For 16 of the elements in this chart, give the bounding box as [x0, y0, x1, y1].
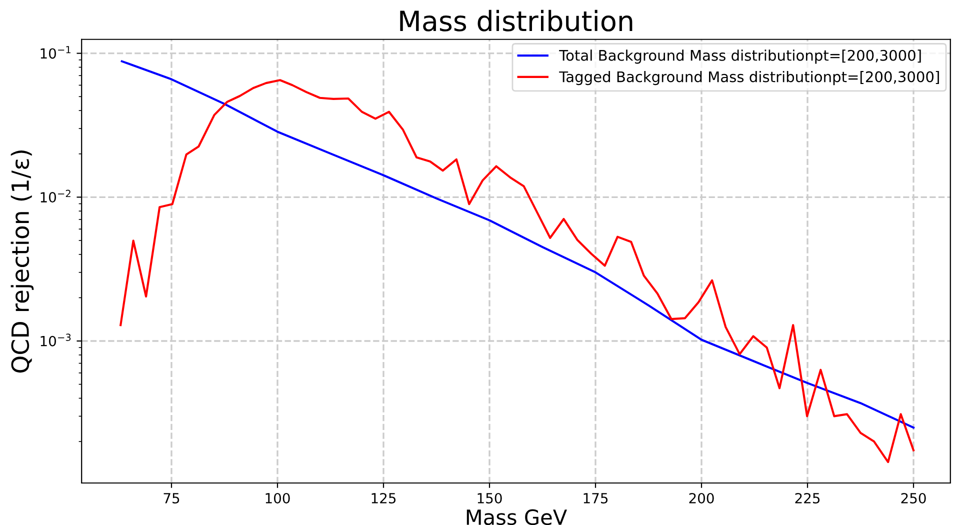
y-tick-label: 10$^{−3}$ [40, 334, 71, 346]
y-axis-title: QCD rejection (1/ε) [10, 150, 34, 373]
x-tick-label: 175 [584, 493, 608, 504]
x-tick-label: 150 [478, 492, 502, 504]
x-tick-label: 75 [164, 493, 180, 504]
chart-title: Mass distribution [400, 10, 632, 32]
y-tick-label: 10$^{−1}$ [40, 46, 70, 59]
x-tick-label: 225 [795, 492, 820, 504]
x-tick-label: 250 [901, 492, 926, 504]
legend-label: Tagged Background Mass distributionpt=[200,3000] [559, 70, 939, 86]
x-tick-label: 200 [689, 492, 714, 504]
x-axis-title: Mass GeV [466, 509, 567, 525]
x-tick-label: 100 [266, 492, 290, 504]
y-tick-label: 10$^{−2}$ [40, 190, 70, 203]
legend-label: Total Background Mass distributionpt=[200,3000] [559, 50, 921, 64]
x-tick-label: 125 [372, 492, 396, 504]
